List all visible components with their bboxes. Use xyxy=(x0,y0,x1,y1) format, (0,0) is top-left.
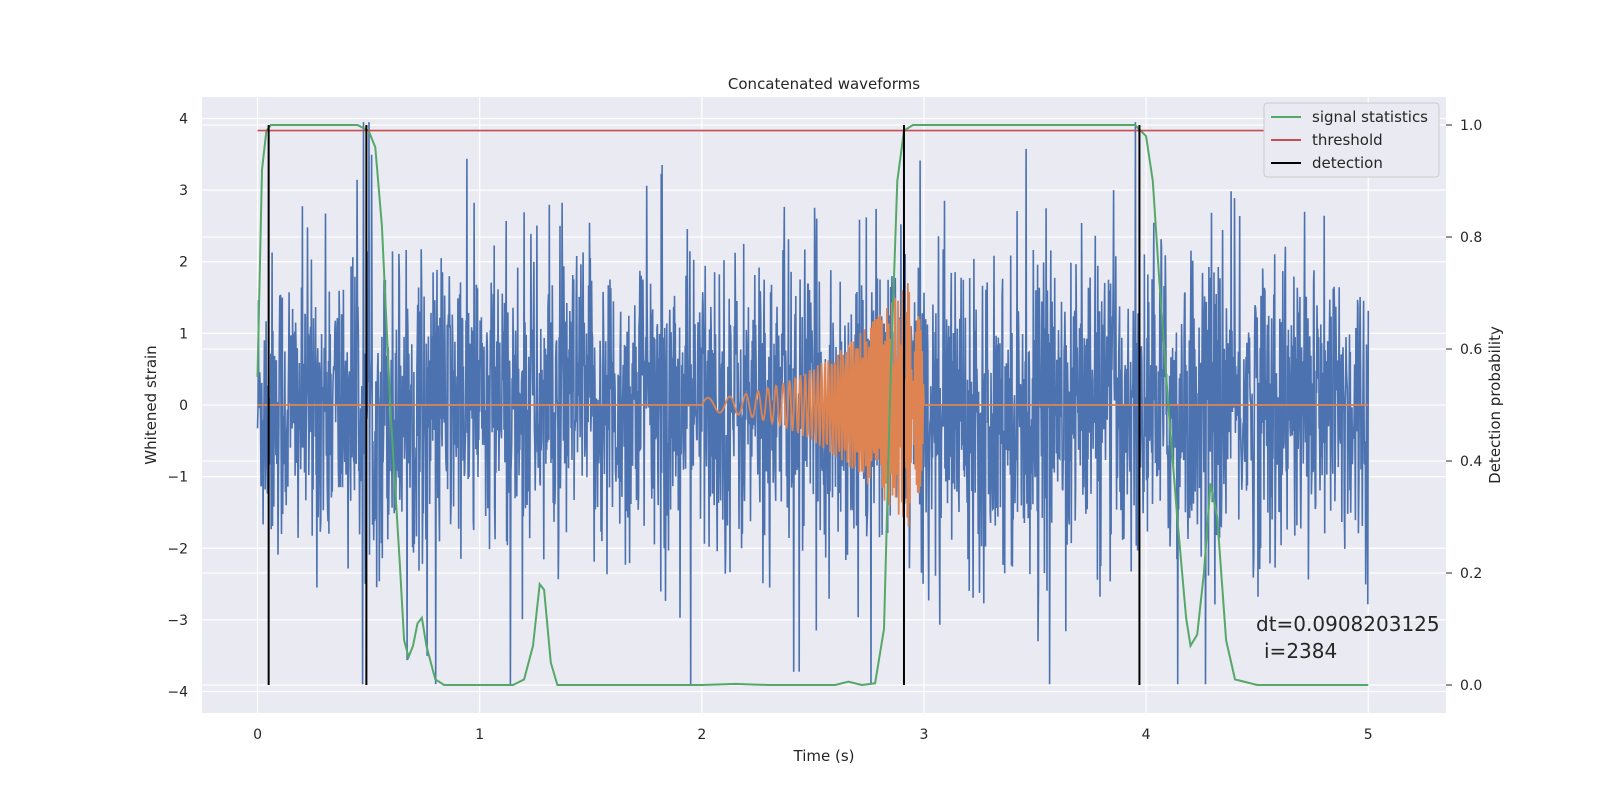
series-layer xyxy=(256,122,1370,687)
x-tick-label: 3 xyxy=(920,727,929,743)
y-tick-label: 1 xyxy=(179,326,188,342)
y-tick-label: −3 xyxy=(167,613,188,629)
y-right-tick-label: 0.0 xyxy=(1460,678,1482,694)
x-axis-label: Time (s) xyxy=(793,747,855,765)
tick-labels: 0 1 2 3 4 5 −4 −3 −2 −1 0 1 2 3 4 0.0 0.2 0.4 0.6 0.8 1.0 xyxy=(167,111,1482,743)
y-axis-label-right: Detection probability xyxy=(1486,326,1504,484)
x-tick-label: 1 xyxy=(475,727,484,743)
series-chirp xyxy=(257,283,1369,527)
y-tick-label: −2 xyxy=(167,541,188,557)
y-right-tick-label: 0.6 xyxy=(1460,342,1482,358)
y-right-tick-label: 0.2 xyxy=(1460,566,1482,582)
annotation-dt: dt=0.0908203125 xyxy=(1256,612,1440,636)
y-tick-label: 4 xyxy=(179,111,188,127)
y-tick-label: 2 xyxy=(179,255,188,271)
legend-label-detection: detection xyxy=(1312,154,1383,172)
x-tick-label: 5 xyxy=(1364,727,1373,743)
x-tick-label: 0 xyxy=(253,727,262,743)
legend: signal statistics threshold detection xyxy=(1263,102,1440,178)
y-right-tick-label: 0.4 xyxy=(1460,454,1482,470)
chart-title: Concatenated waveforms xyxy=(728,75,920,93)
legend-label-signal-statistics: signal statistics xyxy=(1312,108,1428,126)
annotation-i: i=2384 xyxy=(1264,639,1337,663)
y-right-tick-label: 0.8 xyxy=(1460,230,1482,246)
series-signal-statistics xyxy=(256,124,1369,687)
y-axis-label: Whitened strain xyxy=(142,345,160,464)
y-tick-label: 3 xyxy=(179,183,188,199)
x-tick-label: 4 xyxy=(1142,727,1151,743)
legend-label-threshold: threshold xyxy=(1312,131,1383,149)
y-right-tick-label: 1.0 xyxy=(1460,118,1482,134)
y-tick-label: −1 xyxy=(167,470,188,486)
y-tick-label: −4 xyxy=(167,685,188,701)
legend-box xyxy=(1263,102,1440,178)
x-tick-label: 2 xyxy=(697,727,706,743)
y-tick-label: 0 xyxy=(179,398,188,414)
